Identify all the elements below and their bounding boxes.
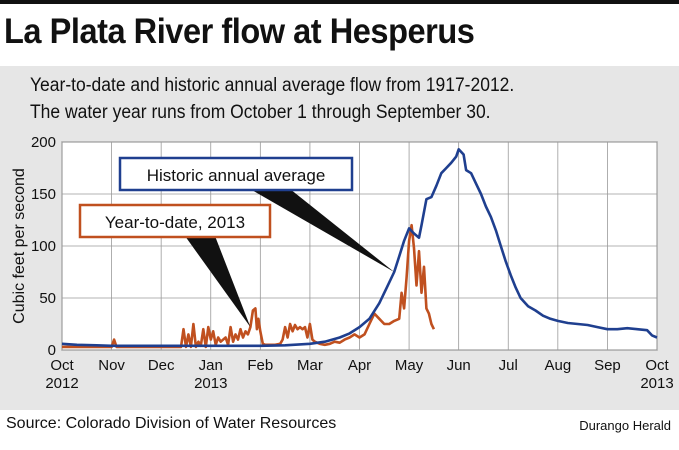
x-tick-label: Jul (499, 357, 518, 374)
x-tick-label: Mar (297, 357, 323, 374)
data-series (61, 147, 658, 349)
x-tick-label: Feb (247, 357, 273, 374)
y-tick-label: 100 (31, 238, 56, 255)
callout-historic-pointer (250, 189, 395, 272)
callout-year-to-date-pointer (185, 236, 251, 328)
x-tick-label: Oct (50, 357, 74, 374)
y-axis-label: Cubic feet per second (11, 168, 28, 324)
x-tick-label: Dec (148, 357, 175, 374)
x-tick-label: May (395, 357, 424, 374)
y-tick-label: 0 (48, 342, 56, 359)
y-tick-label: 200 (31, 134, 56, 151)
y-tick-label: 50 (39, 290, 56, 307)
chart-title: La Plata River flow at Hesperus (4, 12, 475, 51)
x-tick-year: 2013 (640, 375, 673, 392)
x-tick-label: Jun (447, 357, 471, 374)
y-tick-labels: 0 50 100 150 200 (31, 134, 56, 359)
historic-average-line (61, 147, 658, 348)
callout-year-to-date-label: Year-to-date, 2013 (105, 213, 245, 232)
x-tick-label: Apr (348, 357, 371, 374)
x-tick-label: Oct (645, 357, 669, 374)
subtitle-line-2: The water year runs from October 1 throu… (30, 102, 491, 123)
callout-year-to-date-box (78, 203, 272, 239)
callout-historic-label: Historic annual average (147, 166, 326, 185)
x-tick-label: Jan (199, 357, 223, 374)
callout-historic-box (118, 156, 354, 192)
y-tick-label: 150 (31, 186, 56, 203)
top-rule (0, 0, 679, 4)
subtitle-line-1: Year-to-date and historic annual average… (30, 75, 515, 96)
chart-subtitle: Year-to-date and historic annual average… (30, 72, 514, 126)
credit-note: Durango Herald (579, 418, 671, 433)
source-note: Source: Colorado Division of Water Resou… (6, 415, 337, 432)
x-tick-label: Sep (594, 357, 621, 374)
x-tick-year: 2012 (45, 375, 78, 392)
x-tick-label: Aug (544, 357, 571, 374)
x-tick-year: 2013 (194, 375, 227, 392)
x-tick-label: Nov (98, 357, 125, 374)
callouts: Historic annual average Year-to-date, 201… (78, 156, 395, 328)
